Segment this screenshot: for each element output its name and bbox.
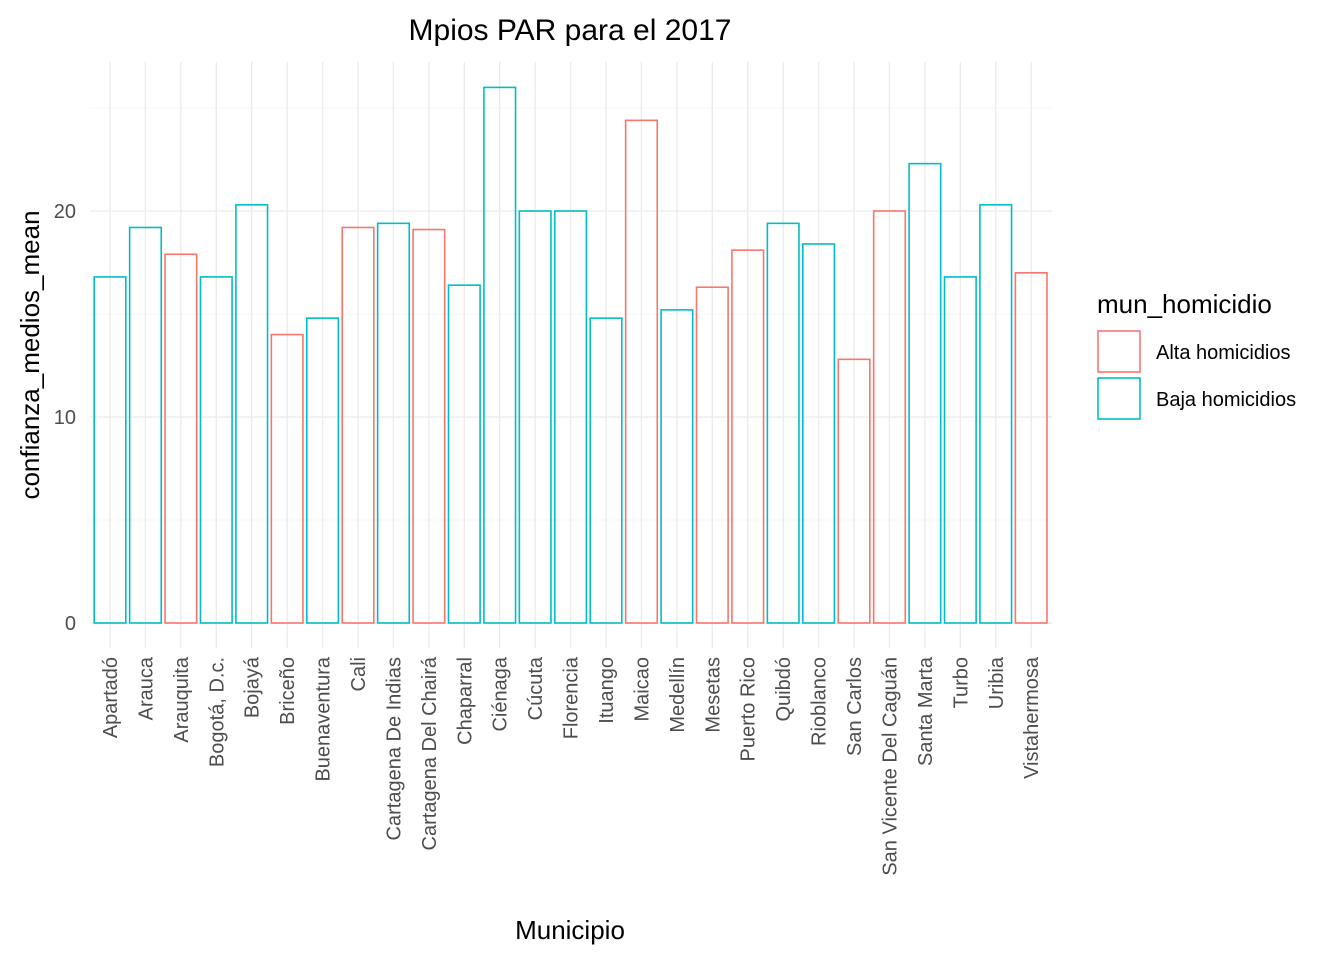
- y-tick-label: 0: [65, 613, 76, 635]
- legend-key: [1097, 377, 1141, 420]
- x-tick-label: Bojayá: [242, 656, 264, 718]
- x-tick-label: Chaparral: [454, 657, 476, 745]
- y-axis-title: confianza_medios_mean: [15, 210, 45, 499]
- x-axis-title: Municipio: [515, 915, 625, 945]
- legend: mun_homicidio Alta homicidios Baja homici…: [1097, 289, 1296, 420]
- x-tick-label: Arauca: [135, 656, 157, 720]
- x-tick-label: Vistahermosa: [1021, 656, 1043, 779]
- bar: [483, 86, 517, 624]
- bar: [270, 333, 304, 624]
- bar: [164, 253, 198, 624]
- legend-label: Baja homicidios: [1156, 389, 1296, 411]
- x-tick-label: Ituango: [596, 657, 618, 724]
- bar: [589, 317, 623, 624]
- x-tick-label: Uribia: [986, 656, 1008, 709]
- x-tick-label: Medellín: [667, 657, 689, 733]
- bar: [908, 162, 942, 624]
- x-tick-label: Cartagena De Indias: [383, 657, 405, 840]
- chart-title: Mpios PAR para el 2017: [409, 14, 732, 47]
- x-axis-ticks: Apartadó Arauca Arauquita Bogotá, D.c. Bojay…: [100, 656, 1043, 876]
- bar: [624, 119, 659, 624]
- x-tick-label: Ciénaga: [490, 656, 512, 731]
- bar: [872, 210, 907, 624]
- bar: [235, 204, 269, 624]
- x-tick-label: Arauquita: [171, 656, 193, 742]
- grid: [90, 62, 1052, 648]
- bar: [199, 276, 233, 624]
- bar: [943, 276, 977, 624]
- x-tick-label: Quibdó: [773, 657, 795, 722]
- bar: [766, 222, 800, 624]
- bar: [376, 222, 411, 624]
- x-tick-label: Florencia: [561, 656, 583, 739]
- x-tick-label: San Carlos: [844, 657, 866, 756]
- bar: [1014, 271, 1048, 624]
- x-tick-label: Cali: [348, 657, 370, 691]
- bar: [518, 210, 552, 624]
- x-tick-label: Cartagena Del Chairá: [419, 656, 441, 850]
- x-tick-label: Cúcuta: [525, 656, 547, 720]
- bar: [128, 226, 163, 624]
- y-axis-ticks: 0 10 20: [54, 201, 76, 635]
- x-tick-label: Santa Marta: [915, 656, 937, 766]
- bar: [305, 317, 340, 624]
- x-tick-label: Rioblanco: [809, 657, 831, 746]
- bar: [412, 228, 446, 624]
- bar: [731, 249, 765, 624]
- x-tick-label: Apartadó: [100, 657, 122, 738]
- legend-title: mun_homicidio: [1097, 289, 1272, 319]
- x-tick-label: Maicao: [631, 657, 653, 721]
- x-tick-label: Mesetas: [702, 657, 724, 733]
- bar: [695, 286, 729, 624]
- bar: [801, 243, 836, 624]
- x-tick-label: Puerto Rico: [738, 657, 760, 762]
- x-tick-label: San Vicente Del Caguán: [879, 657, 901, 876]
- x-tick-label: Buenaventura: [313, 656, 335, 781]
- y-tick-label: 10: [54, 407, 76, 429]
- legend-key: [1097, 330, 1141, 373]
- legend-label: Alta homicidios: [1156, 342, 1291, 364]
- bar: [979, 204, 1013, 624]
- x-tick-label: Briceño: [277, 657, 299, 725]
- bar: [837, 358, 871, 624]
- bars: [93, 86, 1048, 624]
- x-tick-label: Bogotá, D.c.: [206, 657, 228, 767]
- bar: [660, 309, 694, 624]
- bar: [341, 226, 375, 624]
- bar: [93, 276, 127, 624]
- bar: [553, 210, 588, 624]
- bar: [447, 284, 481, 624]
- y-tick-label: 20: [54, 201, 76, 223]
- x-tick-label: Turbo: [950, 657, 972, 709]
